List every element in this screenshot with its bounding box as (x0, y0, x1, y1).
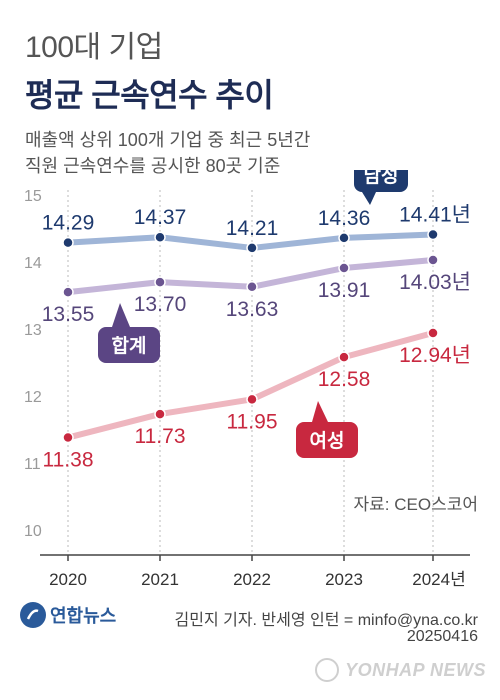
x-tick-label: 2023 (325, 570, 363, 589)
date-line: 20250416 (406, 628, 478, 645)
y-tick-label: 13 (24, 322, 42, 339)
data-point (154, 231, 166, 243)
x-tick-label: 2024년 (412, 570, 465, 589)
data-point (246, 242, 258, 254)
data-label: 14.41년 (399, 204, 471, 227)
series-name-label: 여성 (310, 430, 345, 452)
data-point (154, 408, 166, 420)
data-point (62, 236, 74, 249)
series-name-label: 남성 (364, 170, 399, 187)
series-tag: 합계 (98, 303, 160, 363)
x-tick-label: 2021 (141, 570, 179, 589)
title-line2: 평균 근속연수 추이 (25, 77, 274, 113)
tag-bubble (354, 170, 408, 192)
subtitle-line2: 직원 근속연수를 공시한 80곳 기준 (25, 156, 281, 176)
logo-text: 연합뉴스 (50, 606, 117, 626)
data-point (338, 262, 350, 274)
tag-pointer (312, 401, 328, 422)
data-point (427, 254, 439, 266)
data-point (154, 276, 166, 288)
data-point (338, 351, 350, 363)
title-line1: 100대 기업 (25, 31, 163, 64)
data-label: 13.70 (134, 293, 187, 316)
data-label: 12.94년 (399, 344, 471, 367)
data-label: 11.73 (135, 425, 186, 448)
watermark: YONHAP NEWS (315, 658, 486, 682)
data-point (338, 232, 350, 244)
data-point (427, 228, 439, 241)
line-chart: 10 11 12 13 14 15 14.29 14.37 14.21 14.36 14.41년 1… (24, 170, 479, 589)
data-label: 11.38 (43, 449, 94, 472)
source-note: 자료: CEO스코어 (354, 495, 479, 514)
tag-pointer (362, 192, 376, 205)
data-label: 14.36 (318, 207, 371, 230)
data-label: 13.63 (226, 298, 279, 321)
data-point (427, 327, 439, 339)
logo-mark-icon (20, 602, 46, 628)
watermark-text: YONHAP NEWS (345, 659, 486, 680)
y-tick-label: 10 (24, 523, 42, 540)
data-label: 11.95 (227, 410, 278, 433)
tag-bubble (296, 422, 358, 458)
data-label: 14.37 (134, 206, 187, 229)
data-label: 12.58 (318, 368, 371, 391)
y-tick-label: 15 (24, 188, 42, 205)
data-point (246, 393, 258, 406)
y-tick-label: 14 (24, 255, 42, 272)
subtitle-line1: 매출액 상위 100개 기업 중 최근 5년간 (25, 130, 311, 150)
data-point (246, 281, 258, 293)
y-tick-label: 12 (24, 389, 42, 406)
credit-line: 김민지 기자. 반세영 인턴 = minfo@yna.co.kr (174, 612, 479, 629)
yonhap-logo: 연합뉴스 (20, 602, 116, 628)
data-point (62, 286, 74, 298)
data-label: 14.29 (42, 212, 95, 235)
tag-bubble (98, 327, 160, 363)
watermark-icon (315, 658, 340, 682)
series-name-label: 합계 (112, 335, 147, 357)
data-label: 14.21 (226, 217, 279, 240)
x-tick-label: 2022 (233, 570, 271, 589)
series-tag: 여성 (296, 401, 358, 458)
data-label: 13.91 (318, 279, 371, 302)
y-tick-label: 11 (24, 456, 41, 473)
series-tag: 남성 (354, 170, 408, 205)
data-point (62, 431, 74, 444)
data-label: 14.03년 (399, 271, 471, 294)
tag-pointer (112, 303, 130, 327)
data-label: 13.55 (42, 303, 95, 326)
x-tick-label: 2020 (49, 570, 87, 589)
